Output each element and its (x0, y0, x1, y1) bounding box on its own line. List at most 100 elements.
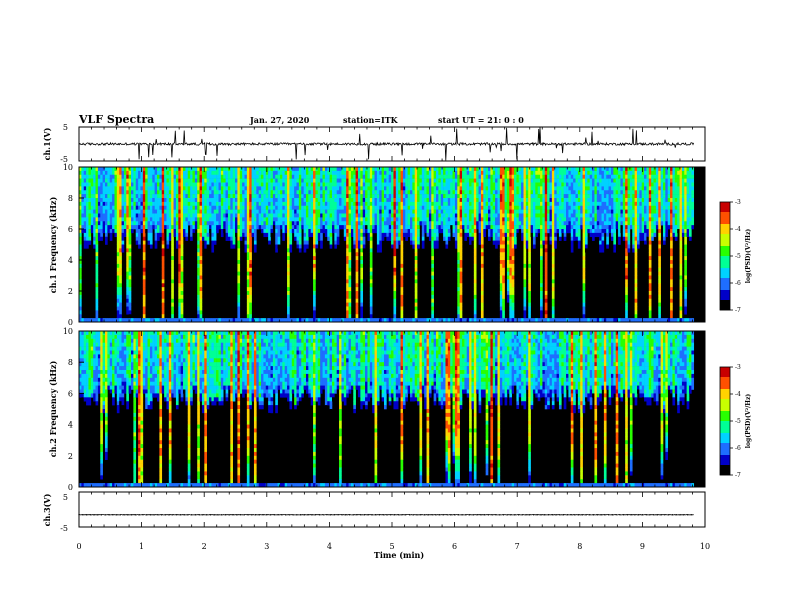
spectrogram-cell (452, 170, 456, 176)
spectrogram-cell (93, 167, 96, 172)
spectrogram-cell (199, 310, 203, 315)
spectrogram-cell (284, 170, 288, 176)
spectrogram-cell (424, 205, 427, 210)
spectrogram-cell (445, 318, 449, 323)
spectrogram-cell (251, 209, 255, 214)
spectrogram-cell (135, 205, 139, 210)
spectrogram-cell (199, 186, 203, 191)
spectrogram-cell (428, 174, 432, 179)
spectrogram-cell (199, 170, 203, 176)
spectrogram-cell (407, 217, 411, 222)
spectrogram-cell (514, 318, 517, 323)
spectrogram-cell (464, 194, 468, 199)
spectrogram-cell (93, 229, 96, 234)
spectrogram-cell (197, 310, 200, 315)
spectrogram-cell (204, 229, 207, 234)
spectrogram-cell (232, 240, 236, 245)
spectrogram-cell (161, 229, 165, 234)
spectrogram-cell (157, 225, 160, 230)
spectrogram-cell (95, 314, 99, 319)
spectrogram-cell (523, 318, 527, 323)
spectrogram-cell (105, 205, 108, 210)
spectrogram-cell (506, 271, 510, 276)
spectrogram-cell (235, 229, 238, 234)
spectrogram-cell (81, 213, 85, 218)
spectrogram-cell (348, 178, 352, 183)
spectrogram-cell (400, 263, 404, 269)
spectrogram-cell (459, 287, 463, 292)
spectrogram-cell (246, 205, 250, 210)
spectrogram-cell (93, 201, 96, 207)
spectrogram-cell (414, 236, 418, 241)
spectrogram-cell (166, 229, 170, 234)
spectrogram-cell (121, 170, 125, 176)
spectrogram-cell (161, 294, 165, 300)
spectrogram-cell (147, 194, 151, 199)
spectrogram-cell (518, 178, 522, 183)
spectrogram-cell (528, 248, 531, 253)
spectrogram-cell (178, 178, 181, 183)
spectrogram-cell (206, 240, 210, 245)
spectrogram-cell (95, 167, 99, 172)
spectrogram-cell (327, 217, 330, 222)
spectrogram-cell (206, 318, 210, 323)
spectrogram-cell (296, 178, 300, 183)
spectrogram-cell (244, 198, 248, 203)
spectrogram-cell (197, 244, 200, 249)
spectrogram-cell (431, 186, 434, 191)
spectrogram-cell (109, 186, 113, 191)
spectrogram-cell (126, 174, 129, 179)
spectrogram-cell (532, 240, 536, 245)
spectrogram-cell (447, 213, 451, 218)
spectrogram-cell (365, 170, 368, 176)
spectrogram-cell (450, 213, 453, 218)
spectrogram-cell (138, 174, 141, 179)
spectrogram-cell (112, 167, 115, 172)
spectrogram-cell (107, 217, 111, 222)
spectrogram-cell (310, 217, 314, 222)
spectrogram-cell (83, 209, 87, 214)
spectrogram-cell (131, 229, 134, 234)
spectrogram-cell (291, 217, 295, 222)
spectrogram-cell (499, 314, 503, 319)
spectrogram-cell (227, 182, 231, 187)
spectrogram-cell (242, 217, 245, 222)
spectrogram-cell (225, 232, 229, 238)
spectrogram-cell (95, 291, 99, 296)
spectrogram-cell (353, 170, 356, 176)
spectrogram-cell (135, 318, 139, 323)
spectrogram-cell (178, 306, 181, 311)
spectrogram-cell (509, 174, 512, 179)
spectrogram-cell (436, 182, 439, 187)
spectrogram-cell (369, 294, 373, 300)
spectrogram-cell (320, 213, 323, 218)
spectrogram-cell (497, 178, 501, 183)
spectrogram-cell (97, 232, 101, 238)
spectrogram-cell (391, 190, 394, 195)
spectrogram-cell (128, 167, 132, 172)
spectrogram-cell (320, 194, 323, 199)
spectrogram-cell (551, 240, 555, 245)
spectrogram-cell (270, 229, 274, 234)
spectrogram-cell (374, 170, 378, 176)
spectrogram-cell (230, 232, 233, 238)
spectrogram-cell (445, 198, 449, 203)
spectrogram-cell (480, 170, 484, 176)
spectrogram-cell (395, 240, 399, 245)
spectrogram-cell (570, 225, 574, 230)
spectrogram-cell (544, 194, 548, 199)
spectrogram-cell (405, 221, 408, 226)
spectrogram-cell (566, 225, 569, 230)
spectrogram-cell (360, 252, 364, 257)
spectrogram-cell (301, 182, 304, 187)
spectrogram-cell (495, 170, 498, 176)
spectrogram-cell (211, 194, 215, 199)
spectrogram-cell (232, 167, 236, 172)
spectrogram-cell (537, 201, 541, 207)
spectrogram-cell (253, 225, 257, 230)
spectrogram-cell (431, 314, 434, 319)
spectrogram-cell (424, 217, 427, 222)
spectrogram-cell (178, 256, 181, 261)
spectrogram-cell (166, 170, 170, 176)
spectrogram-cell (502, 294, 505, 300)
